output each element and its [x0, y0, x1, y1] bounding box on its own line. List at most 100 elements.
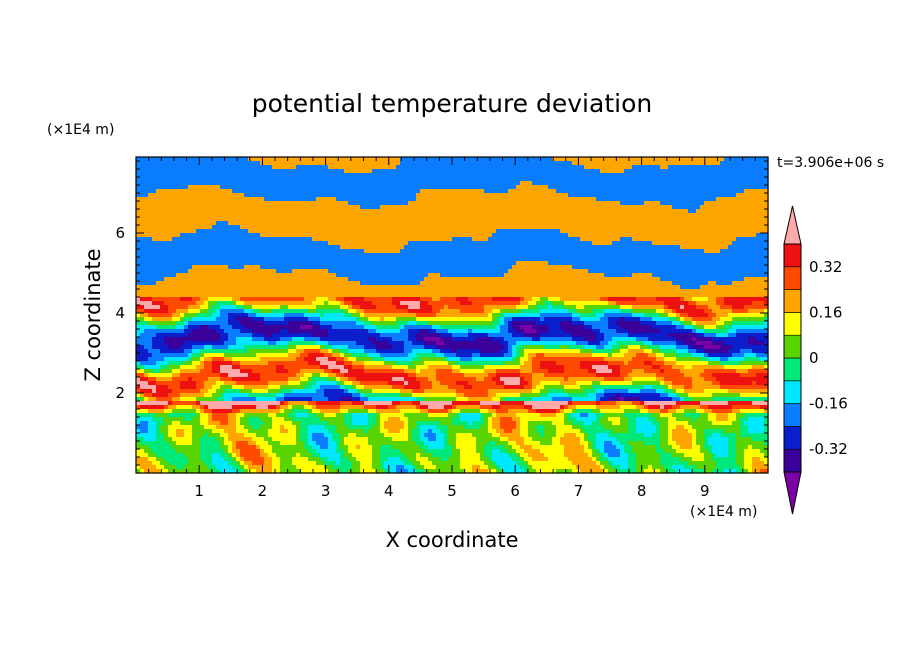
contour-cell	[392, 209, 397, 214]
contour-cell	[416, 253, 421, 258]
contour-cell	[596, 201, 601, 206]
contour-cell	[556, 253, 561, 258]
contour-cell	[452, 213, 457, 218]
contour-cell	[712, 277, 717, 282]
contour-cell	[192, 269, 197, 274]
contour-cell	[372, 257, 377, 262]
contour-cell	[156, 209, 161, 214]
contour-cell	[428, 233, 433, 238]
contour-cell	[364, 221, 369, 226]
contour-cell	[740, 249, 745, 254]
contour-cell	[588, 249, 593, 254]
contour-cell	[256, 193, 261, 198]
contour-cell	[724, 237, 729, 242]
contour-cell	[240, 261, 245, 266]
contour-cell	[176, 157, 181, 162]
contour-cell	[468, 173, 473, 178]
contour-cell	[724, 265, 729, 270]
contour-cell	[556, 213, 561, 218]
contour-cell	[744, 233, 749, 238]
contour-cell	[428, 229, 433, 234]
contour-cell	[568, 269, 573, 274]
contour-cell	[708, 189, 713, 194]
contour-cell	[300, 157, 305, 162]
contour-cell	[328, 205, 333, 210]
contour-cell	[288, 237, 293, 242]
contour-cell	[656, 257, 661, 262]
contour-cell	[240, 273, 245, 278]
contour-cell	[416, 205, 421, 210]
contour-cell	[652, 241, 657, 246]
contour-cell	[504, 281, 509, 286]
contour-cell	[716, 169, 721, 174]
contour-cell	[316, 161, 321, 166]
contour-cell	[676, 161, 681, 166]
contour-cell	[660, 157, 665, 162]
contour-cell	[344, 205, 349, 210]
contour-cell	[632, 277, 637, 282]
contour-cell	[224, 273, 229, 278]
contour-cell	[648, 245, 653, 250]
contour-cell	[336, 205, 341, 210]
contour-cell	[760, 241, 765, 246]
contour-cell	[216, 169, 221, 174]
contour-cell	[344, 157, 349, 162]
contour-cell	[172, 221, 177, 226]
contour-cell	[180, 233, 185, 238]
contour-cell	[276, 245, 281, 250]
contour-cell	[620, 177, 625, 182]
contour-cell	[732, 173, 737, 178]
contour-cell	[224, 221, 229, 226]
contour-cell	[564, 213, 569, 218]
contour-cell	[372, 217, 377, 222]
contour-cell	[184, 185, 189, 190]
contour-cell	[672, 221, 677, 226]
contour-cell	[632, 157, 637, 162]
contour-cell	[584, 213, 589, 218]
contour-cell	[168, 217, 173, 222]
contour-cell	[180, 201, 185, 206]
contour-cell	[760, 193, 765, 198]
contour-cell	[232, 169, 237, 174]
contour-cell	[684, 221, 689, 226]
contour-cell	[260, 193, 265, 198]
contour-cell	[704, 253, 709, 258]
contour-cell	[220, 181, 225, 186]
contour-cell	[736, 213, 741, 218]
contour-cell	[376, 277, 381, 282]
contour-cell	[760, 157, 765, 162]
contour-cell	[188, 249, 193, 254]
contour-cell	[168, 181, 173, 186]
contour-cell	[272, 165, 277, 170]
contour-cell	[168, 213, 173, 218]
contour-cell	[380, 181, 385, 186]
contour-cell	[532, 193, 537, 198]
contour-cell	[628, 225, 633, 230]
contour-cell	[408, 181, 413, 186]
contour-cell	[180, 225, 185, 230]
contour-cell	[764, 193, 769, 198]
contour-cell	[492, 201, 497, 206]
contour-cell	[376, 261, 381, 266]
contour-cell	[700, 265, 705, 270]
contour-cell	[336, 161, 341, 166]
contour-cell	[740, 193, 745, 198]
contour-cell	[584, 161, 589, 166]
contour-cell	[252, 197, 257, 202]
contour-cell	[216, 213, 221, 218]
contour-cell	[664, 177, 669, 182]
contour-cell	[732, 249, 737, 254]
contour-cell	[272, 245, 277, 250]
contour-cell	[212, 177, 217, 182]
contour-cell	[200, 213, 205, 218]
contour-cell	[424, 189, 429, 194]
contour-cell	[664, 205, 669, 210]
contour-cell	[668, 253, 673, 258]
contour-cell	[520, 253, 525, 258]
contour-cell	[308, 245, 313, 250]
contour-cell	[296, 181, 301, 186]
contour-cell	[412, 269, 417, 274]
contour-cell	[180, 249, 185, 254]
contour-cell	[168, 209, 173, 214]
contour-cell	[396, 245, 401, 250]
